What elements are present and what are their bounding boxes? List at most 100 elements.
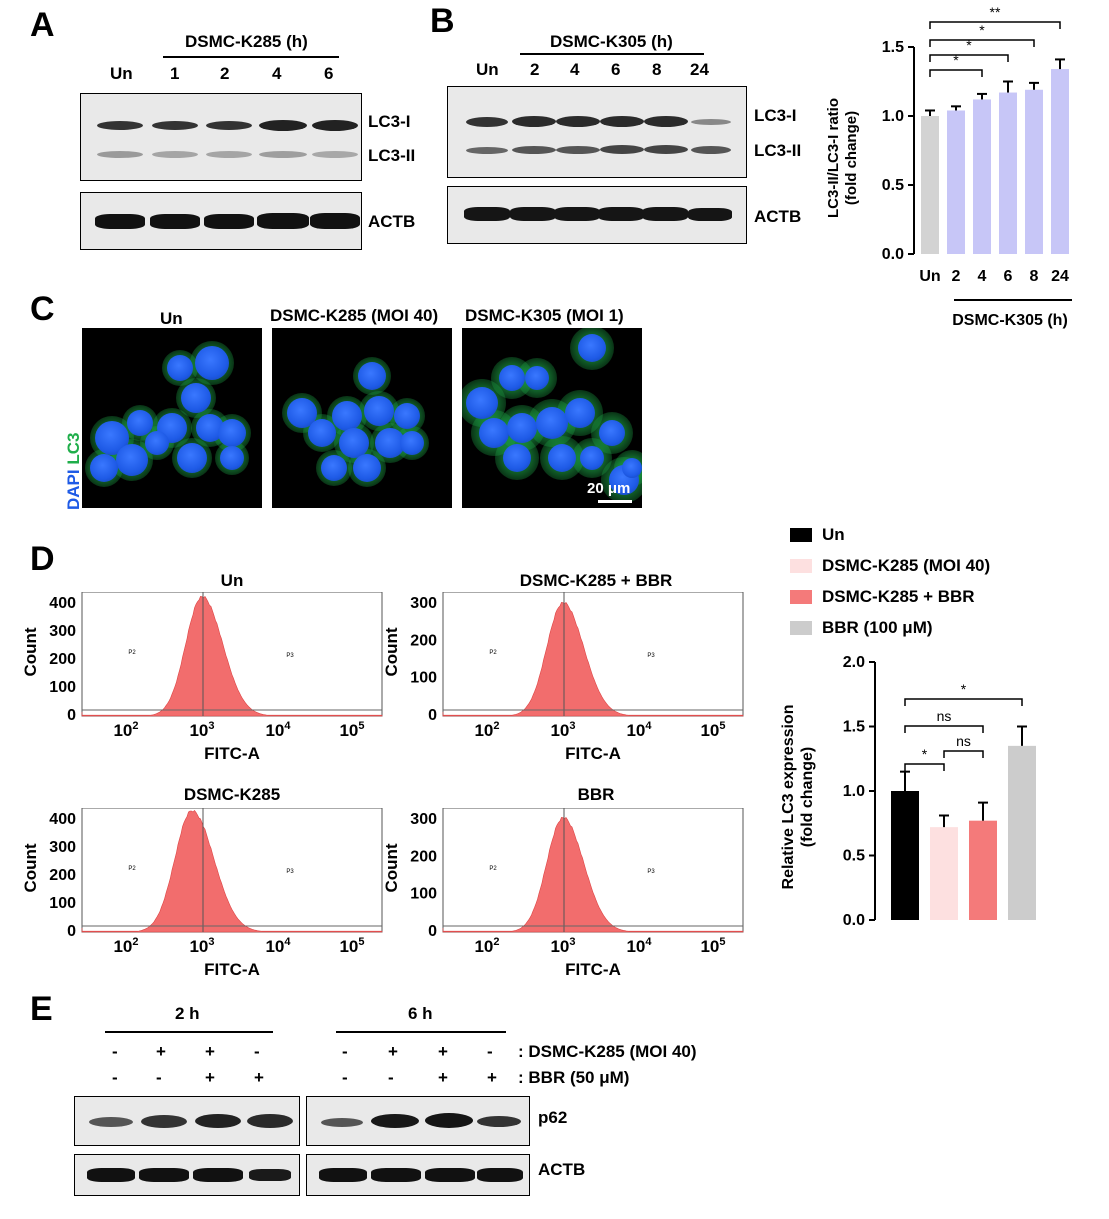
panel-a-actb-label: ACTB	[368, 212, 416, 231]
panel-b-lane-24: 24	[690, 60, 709, 79]
nucleus	[578, 334, 606, 362]
histogram-y-tick-label: 0	[67, 707, 76, 724]
histogram-frame	[442, 592, 744, 717]
y-tick-label: 0.5	[843, 848, 865, 865]
significance-label: *	[922, 746, 928, 762]
histogram-y-label: Count	[22, 843, 40, 892]
nucleus	[181, 383, 211, 413]
legend-label-k285: DSMC-K285 (MOI 40)	[822, 556, 991, 575]
scale-bar	[598, 500, 632, 503]
histogram-plot: P2 P3 400 300 200 100 0 Count 102 103 104 105 FITC-A	[22, 592, 383, 763]
panel-c-stain-label: DAPI LC3	[64, 420, 84, 510]
treatment-sign: +	[205, 1042, 215, 1061]
histogram-y-tick-label: 0	[67, 923, 76, 940]
bar	[921, 116, 939, 254]
panel-label-a: A	[30, 6, 55, 44]
treatment-sign: +	[205, 1068, 215, 1087]
bar	[969, 820, 997, 920]
significance-label: ns	[937, 708, 952, 724]
significance-label: **	[990, 4, 1001, 20]
histogram-title: BBR	[577, 785, 615, 804]
panel-label-d: D	[30, 540, 55, 578]
panel-a-treatment: DSMC-K285 (h)	[185, 32, 308, 51]
legend-label-un: Un	[822, 525, 845, 544]
histogram-x-tick-label: 104	[265, 720, 291, 740]
panel-a-actb-blot	[80, 192, 362, 250]
histogram-x-tick-label: 105	[700, 720, 725, 740]
y-tick-label: 0.0	[882, 246, 904, 263]
gate-label-p2: P2	[489, 866, 497, 872]
panel-e-actb-label: ACTB	[538, 1160, 586, 1179]
histogram-y-tick-label: 200	[49, 651, 76, 668]
nucleus	[394, 403, 420, 429]
gate-label-p3: P3	[286, 653, 294, 659]
treatment-sign: +	[254, 1068, 264, 1087]
panel-b-lc3i-label: LC3-I	[754, 106, 797, 125]
histogram-y-tick-label: 200	[410, 848, 437, 865]
panel-b-bar-chart: 0.00.51.01.5Un 2 4 6 8 24*****LC3-II/LC3-I ra…	[825, 4, 1072, 329]
panel-label-e: E	[30, 990, 53, 1028]
gate-label-p3: P3	[647, 653, 655, 659]
treatment-sign: -	[156, 1068, 162, 1087]
histogram-y-tick-label: 100	[410, 886, 437, 903]
treatment-sign: -	[112, 1042, 118, 1061]
y-tick-label: 1.5	[843, 719, 865, 736]
lc3-label: LC3	[64, 432, 83, 465]
nucleus	[565, 398, 595, 428]
significance-bracket	[904, 763, 945, 771]
panel-b-actb-label: ACTB	[754, 207, 802, 226]
nucleus	[400, 431, 424, 455]
panel-c-title-k305: DSMC-K305 (MOI 1)	[465, 306, 624, 325]
histogram-area	[81, 809, 383, 933]
histogram-y-tick-label: 100	[49, 679, 76, 696]
x-tick-label: Un	[919, 268, 940, 285]
significance-bracket	[904, 725, 984, 733]
nucleus	[177, 443, 207, 473]
panel-e-actb-blot-6h	[306, 1154, 530, 1196]
panel-e-2h-bar	[105, 1031, 273, 1033]
gate-label-p3: P3	[286, 869, 294, 875]
significance-bracket	[904, 698, 1023, 706]
y-tick-label: 0.5	[882, 177, 904, 194]
micrograph-un	[82, 328, 262, 508]
x-tick-label: 6	[1004, 268, 1013, 285]
histogram-x-tick-label: 102	[113, 936, 138, 956]
nucleus	[339, 428, 369, 458]
panel-e-time-6h: 6 h	[408, 1004, 433, 1023]
nucleus	[195, 346, 229, 380]
panel-e-row2-label: : BBR (50 μM)	[518, 1068, 630, 1087]
bar	[973, 99, 991, 254]
legend-swatch-un	[790, 528, 812, 542]
panel-a-lane-6: 6	[324, 64, 334, 83]
histogram-y-tick-label: 300	[410, 595, 437, 612]
panel-b-lane-8: 8	[652, 60, 662, 79]
significance-label: *	[961, 681, 967, 697]
nucleus	[321, 455, 347, 481]
panel-label-c: C	[30, 290, 55, 328]
nucleus	[116, 444, 148, 476]
significance-bracket	[929, 21, 1061, 29]
panel-e-row1-label: : DSMC-K285 (MOI 40)	[518, 1042, 697, 1061]
histogram-x-tick-label: 103	[189, 720, 214, 740]
panel-a-lc3i-label: LC3-I	[368, 112, 411, 131]
histogram-y-label: Count	[383, 627, 401, 676]
histogram-x-label: FITC-A	[565, 744, 621, 763]
treatment-sign: -	[342, 1068, 348, 1087]
gate-label-p3: P3	[647, 869, 655, 875]
nucleus	[507, 413, 537, 443]
panel-c-title-k285: DSMC-K285 (MOI 40)	[270, 306, 439, 325]
histogram-area	[442, 816, 744, 933]
y-tick-label: 1.5	[882, 39, 904, 56]
bar	[1008, 745, 1036, 920]
treatment-sign: -	[112, 1068, 118, 1087]
legend-swatch-k285-bbr	[790, 590, 812, 604]
nucleus	[536, 407, 568, 439]
treatment-sign: -	[388, 1068, 394, 1087]
panel-b-lane-4: 4	[570, 60, 580, 79]
histogram-y-tick-label: 300	[410, 811, 437, 828]
significance-bracket	[929, 69, 983, 77]
histogram-plot: P2 P3 300 200 100 0 Count 102 103 104 105 FITC-A	[383, 592, 744, 763]
nucleus	[364, 396, 394, 426]
y-tick-label: 1.0	[882, 108, 904, 125]
histogram-y-tick-label: 300	[49, 623, 76, 640]
